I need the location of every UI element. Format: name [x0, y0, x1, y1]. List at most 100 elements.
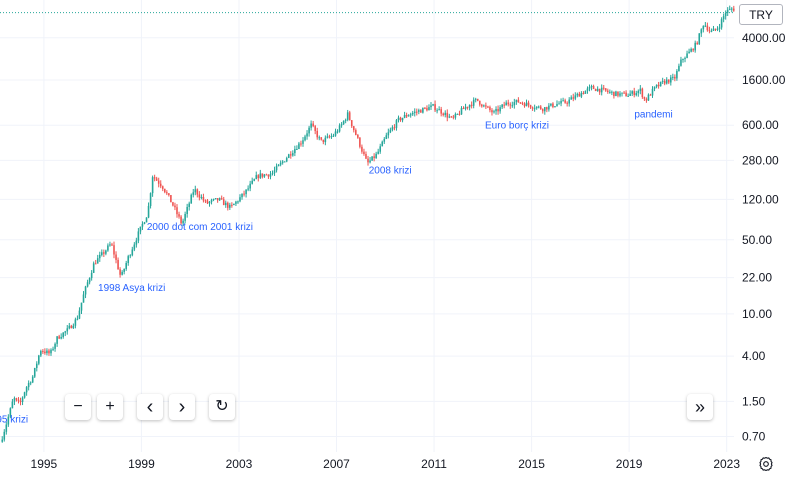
candle-body	[387, 132, 390, 136]
candle-body	[7, 416, 10, 425]
candle-body	[42, 351, 44, 353]
candle-body	[361, 146, 363, 152]
chart-settings-button[interactable]	[757, 455, 775, 473]
candle-body	[633, 91, 636, 96]
candle-body	[84, 286, 87, 295]
candle-body	[350, 120, 353, 127]
candle-body	[596, 88, 599, 92]
candle-body	[710, 30, 713, 32]
reset-chart-button[interactable]: ↻	[209, 394, 235, 420]
candle-body	[344, 119, 347, 121]
candle-body	[631, 91, 633, 94]
candle-body	[550, 103, 552, 106]
candle-body	[227, 202, 229, 208]
annotation-label: pandemi	[634, 109, 672, 120]
x-tick-label: 2023	[713, 457, 740, 471]
candle-body	[405, 114, 408, 117]
zoom-in-button[interactable]: +	[97, 394, 123, 420]
candle-body	[31, 376, 34, 383]
candle-body	[174, 205, 176, 208]
candle-body	[155, 178, 158, 181]
candle-body	[198, 194, 201, 198]
candle-body	[635, 93, 638, 96]
currency-label: TRY	[749, 7, 773, 22]
candle-body	[52, 348, 54, 350]
candle-body	[1, 439, 4, 442]
candle-body	[686, 53, 688, 58]
annotation-label: 95 krizi	[0, 414, 28, 425]
candle-body	[511, 105, 514, 107]
candle-body	[556, 104, 558, 107]
candle-body	[730, 8, 733, 10]
candle-body	[637, 90, 640, 94]
candle-body	[229, 204, 231, 208]
candle-body	[684, 57, 686, 59]
candle-body	[609, 91, 611, 93]
candle-body	[539, 106, 542, 110]
candle-body	[182, 220, 184, 224]
candle-body	[424, 107, 426, 109]
y-tick-label: 600.00	[742, 118, 779, 132]
candle-body	[448, 116, 451, 118]
scroll-left-button[interactable]: ‹	[137, 394, 163, 420]
candle-body	[98, 254, 101, 259]
candle-body	[653, 86, 656, 89]
candle-body	[253, 179, 256, 181]
x-tick-label: 1999	[128, 457, 155, 471]
candle-body	[74, 319, 77, 326]
candle-body	[582, 92, 585, 94]
axis-layer: 4000.00 1600.00 600.00 280.00 120.00 50.00 22.…	[31, 31, 786, 471]
candle-body	[639, 88, 642, 91]
candle-body	[103, 252, 105, 254]
candle-body	[261, 173, 264, 177]
candle-body	[62, 332, 64, 338]
candle-body	[726, 9, 729, 13]
candle-body	[529, 105, 532, 108]
candle-body	[172, 202, 174, 206]
candle-body	[192, 192, 195, 195]
annotation-layer: 95 krizi 1998 Asya krizi 2000 dot com 2001…	[0, 109, 673, 425]
candle-body	[450, 116, 453, 118]
candle-body	[273, 170, 276, 174]
candle-body	[109, 244, 111, 246]
candle-body	[554, 106, 556, 108]
y-tick-label: 1600.00	[742, 73, 786, 87]
candle-body	[3, 431, 6, 440]
candle-body	[164, 188, 166, 193]
candle-body	[159, 183, 162, 187]
candle-body	[50, 349, 52, 354]
candle-body	[674, 76, 676, 79]
candle-body	[58, 336, 60, 339]
candle-body	[15, 398, 18, 400]
candle-body	[454, 114, 457, 118]
y-tick-label: 22.00	[742, 271, 772, 285]
candle-body	[676, 71, 678, 79]
currency-selector[interactable]: TRY	[739, 4, 783, 25]
candle-body	[481, 104, 483, 107]
candle-body	[94, 263, 97, 265]
candle-body	[113, 245, 115, 255]
go-to-latest-button[interactable]: »	[687, 394, 713, 420]
candle-body	[619, 93, 621, 96]
zoom-out-button[interactable]: −	[65, 394, 91, 420]
scroll-right-button[interactable]: ›	[169, 394, 195, 420]
candle-body	[251, 180, 253, 184]
candle-body	[17, 399, 20, 402]
candle-body	[342, 120, 345, 125]
candle-body	[590, 86, 593, 88]
candle-layer	[1, 5, 735, 443]
candle-body	[476, 98, 479, 101]
candle-body	[678, 65, 680, 72]
candle-body	[472, 99, 475, 106]
candle-body	[312, 123, 314, 127]
candle-body	[324, 137, 327, 143]
candle-body	[470, 104, 473, 106]
candle-body	[489, 107, 491, 111]
candle-body	[647, 94, 650, 101]
candle-body	[355, 130, 357, 135]
candle-body	[178, 214, 180, 217]
candle-body	[283, 161, 286, 163]
candle-body	[123, 268, 125, 272]
